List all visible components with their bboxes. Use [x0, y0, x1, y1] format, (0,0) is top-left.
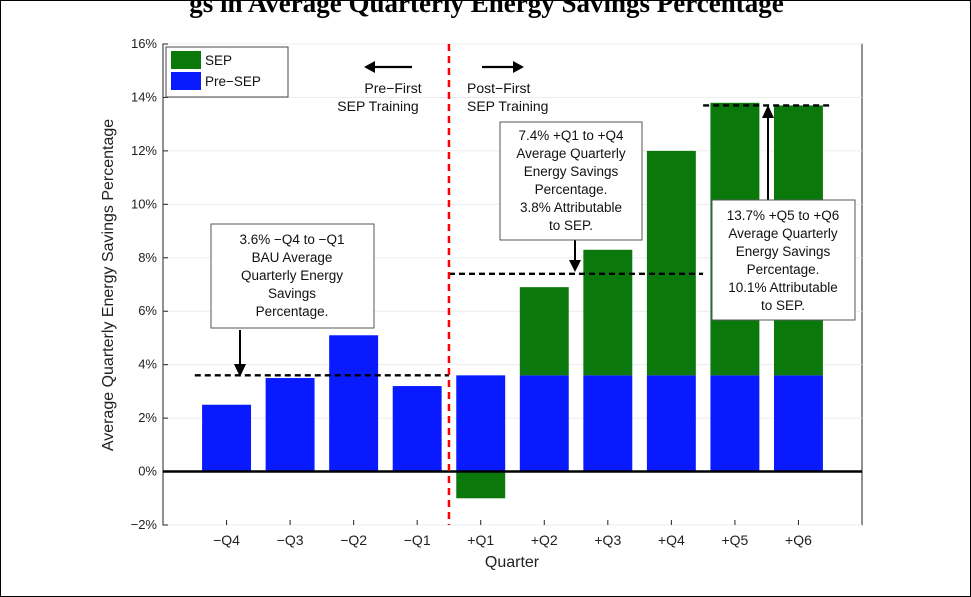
annotation-box-2-frame: [499, 121, 643, 241]
y-tick-label: 12%: [131, 143, 157, 158]
annotation-1-line-4: Savings: [268, 286, 316, 301]
annotation-3-line-6: to SEP.: [761, 298, 805, 313]
annotation-2-line-2: Average Quarterly: [516, 146, 626, 161]
y-tick-label: 2%: [138, 410, 157, 425]
right-arrowhead-icon: [513, 61, 524, 73]
x-tick-label: −Q1: [404, 532, 431, 548]
y-tick-label: 4%: [138, 357, 157, 372]
x-tick-label: +Q6: [785, 532, 812, 548]
bar-pre-sep: [456, 375, 506, 472]
bar-pre-sep: [583, 375, 633, 472]
y-tick-label: 0%: [138, 464, 157, 479]
legend-label-sep: SEP: [205, 53, 232, 68]
annotation-2-line-6: to SEP.: [549, 218, 593, 233]
x-axis: −Q4 −Q3 −Q2 −Q1 +Q1 +Q2 +Q3 +Q4 +Q5 +Q6: [213, 520, 812, 548]
bar-pre-sep: [265, 378, 315, 472]
post-training-label: Post−First SEP Training: [467, 61, 548, 114]
bar-sep: [519, 287, 569, 376]
y-tick-label: 14%: [131, 89, 157, 104]
annotation-box-1: 3.6% −Q4 to −Q1 BAU Average Quarterly En…: [210, 223, 375, 329]
annotation-3-line-2: Average Quarterly: [728, 226, 838, 241]
y-tick-label: 6%: [138, 303, 157, 318]
annotation-arrows: [234, 105, 774, 377]
bar-pre-sep: [329, 335, 379, 472]
legend-swatch-sep: [171, 51, 201, 69]
bar-pre-sep: [646, 375, 696, 472]
pre-training-label-line-2: SEP Training: [337, 98, 418, 114]
annotation-3-arrowhead-icon: [762, 105, 774, 118]
x-tick-label: +Q5: [721, 532, 748, 548]
annotation-2-line-1: 7.4% +Q1 to +Q4: [518, 128, 624, 143]
annotation-3-line-1: 13.7% +Q5 to +Q6: [727, 208, 840, 223]
legend: SEP Pre−SEP: [165, 46, 289, 98]
pre-training-label-line-1: Pre−First: [364, 80, 421, 96]
bar-pre-sep: [519, 375, 569, 472]
annotation-1-line-3: Quarterly Energy: [241, 268, 343, 283]
annotation-3-line-3: Energy Savings: [736, 244, 831, 259]
y-axis: −2% 0% 2% 4% 6% 8% 10% 12% 14% 16%: [131, 36, 168, 532]
bar-pre-sep: [710, 375, 760, 472]
legend-label-pre-sep: Pre−SEP: [205, 74, 261, 89]
annotation-1-line-2: BAU Average: [252, 250, 333, 265]
annotation-box-1-frame: [210, 223, 375, 329]
y-tick-label: 16%: [131, 36, 157, 51]
annotation-2-arrowhead-icon: [569, 260, 581, 272]
annotation-1-arrowhead-icon: [234, 364, 246, 377]
bar-pre-sep: [202, 404, 252, 472]
legend-swatch-pre-sep: [171, 72, 201, 90]
post-training-label-line-2: SEP Training: [467, 98, 548, 114]
x-tick-label: +Q1: [467, 532, 494, 548]
bar-pre-sep: [773, 375, 823, 472]
bars: [202, 102, 823, 499]
x-tick-label: −Q4: [213, 532, 240, 548]
y-tick-label: 10%: [131, 196, 157, 211]
pre-training-label: Pre−First SEP Training: [337, 61, 422, 114]
annotation-1-line-5: Percentage.: [256, 304, 329, 319]
annotation-box-3-frame: [711, 199, 856, 321]
annotation-box-2: 7.4% +Q1 to +Q4 Average Quarterly Energy…: [499, 121, 643, 241]
reference-lines: [194, 104, 831, 377]
bar-sep: [583, 249, 633, 376]
bar-sep: [456, 471, 506, 499]
y-tick-label: −2%: [131, 517, 158, 532]
y-tick-label: 8%: [138, 250, 157, 265]
x-tick-label: −Q3: [277, 532, 304, 548]
annotation-2-line-5: 3.8% Attributable: [520, 200, 622, 215]
x-tick-label: +Q2: [531, 532, 558, 548]
post-training-label-line-1: Post−First: [467, 80, 531, 96]
figure-title: gs in Average Quarterly Energy Savings P…: [189, 0, 784, 18]
bar-pre-sep: [392, 386, 442, 472]
annotation-2-line-3: Energy Savings: [524, 164, 619, 179]
annotation-3-line-4: Percentage.: [747, 262, 820, 277]
y-axis-title: Average Quarterly Energy Savings Percent…: [100, 119, 117, 451]
annotation-box-3: 13.7% +Q5 to +Q6 Average Quarterly Energ…: [711, 199, 856, 321]
x-tick-label: −Q2: [340, 532, 367, 548]
annotation-3-line-5: 10.1% Attributable: [728, 280, 838, 295]
x-axis-title: Quarter: [485, 554, 540, 571]
left-arrowhead-icon: [364, 61, 375, 73]
x-tick-label: +Q3: [594, 532, 621, 548]
x-tick-label: +Q4: [658, 532, 685, 548]
bar-sep: [646, 150, 696, 376]
annotation-2-line-4: Percentage.: [535, 182, 608, 197]
annotation-1-line-1: 3.6% −Q4 to −Q1: [239, 232, 344, 247]
